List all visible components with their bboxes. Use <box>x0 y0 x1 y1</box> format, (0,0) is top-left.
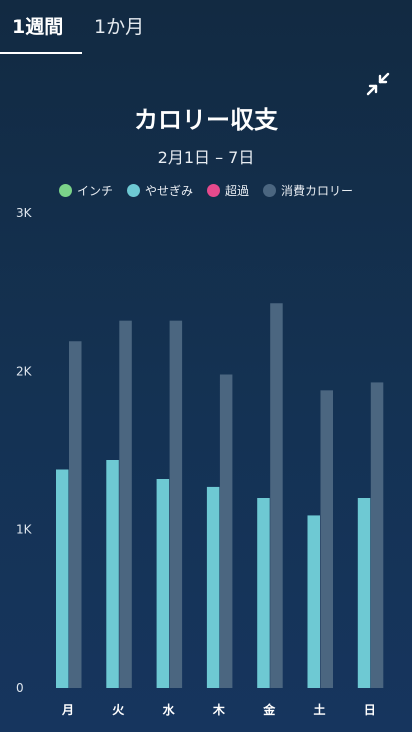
x-tick-label: 月 <box>61 703 74 717</box>
legend-swatch-lose <box>126 184 140 197</box>
bar-burned-3 <box>169 320 183 688</box>
collapse-arrows-icon <box>366 72 390 96</box>
y-tick-label: 1K <box>16 523 33 537</box>
legend-label-inch: インチ <box>76 184 113 198</box>
bar-burned-2 <box>119 320 132 688</box>
x-tick-label: 火 <box>112 703 125 717</box>
bar-lose-5 <box>257 498 270 688</box>
y-tick-label: 2K <box>16 364 33 378</box>
date-range: 2月1日 – 7日 <box>157 148 255 167</box>
bar-burned-4 <box>219 374 233 688</box>
calorie-balance-chart: 0 1K 2K 3K 月 火 水 木 金 土 日 <box>16 206 384 717</box>
bar-lose-6 <box>307 515 320 688</box>
legend-item-over[interactable]: 超過 <box>207 182 249 199</box>
legend-swatch-inch <box>58 184 72 197</box>
chart-legend: インチ やせぎみ 超過 消費カロリー <box>0 182 412 199</box>
x-tick-label: 水 <box>163 702 176 717</box>
legend-label-over: 超過 <box>225 184 250 198</box>
bar-burned-6 <box>320 390 333 688</box>
tab-one-month[interactable]: 1か月 <box>94 16 145 38</box>
x-tick-label: 木 <box>212 702 226 717</box>
bar-burned-7 <box>370 382 384 688</box>
y-tick-label: 3K <box>16 206 33 220</box>
x-tick-label: 金 <box>262 702 276 717</box>
legend-swatch-burned <box>263 184 277 197</box>
collapse-button[interactable] <box>365 71 391 97</box>
legend-label-burned: 消費カロリー <box>281 184 354 198</box>
bar-burned-5 <box>270 303 283 688</box>
bar-lose-1 <box>56 469 69 688</box>
x-tick-label: 土 <box>313 702 325 717</box>
active-tab-indicator <box>0 52 82 54</box>
bar-lose-7 <box>357 498 371 688</box>
bar-burned-1 <box>69 341 82 688</box>
bar-lose-3 <box>156 479 170 688</box>
period-tabs: 1週間 1か月 <box>0 0 412 54</box>
tab-one-week[interactable]: 1週間 <box>12 16 64 38</box>
chart-title: カロリー収支 <box>134 106 278 134</box>
y-tick-label: 0 <box>16 681 24 695</box>
x-tick-label: 日 <box>364 703 376 717</box>
bar-lose-4 <box>206 486 220 688</box>
legend-item-inch[interactable]: インチ <box>58 182 113 199</box>
legend-item-lose[interactable]: やせぎみ <box>126 182 193 199</box>
bar-lose-2 <box>106 460 119 688</box>
legend-item-burned[interactable]: 消費カロリー <box>263 182 353 199</box>
legend-label-lose: やせぎみ <box>144 184 193 198</box>
legend-swatch-over <box>207 184 220 197</box>
